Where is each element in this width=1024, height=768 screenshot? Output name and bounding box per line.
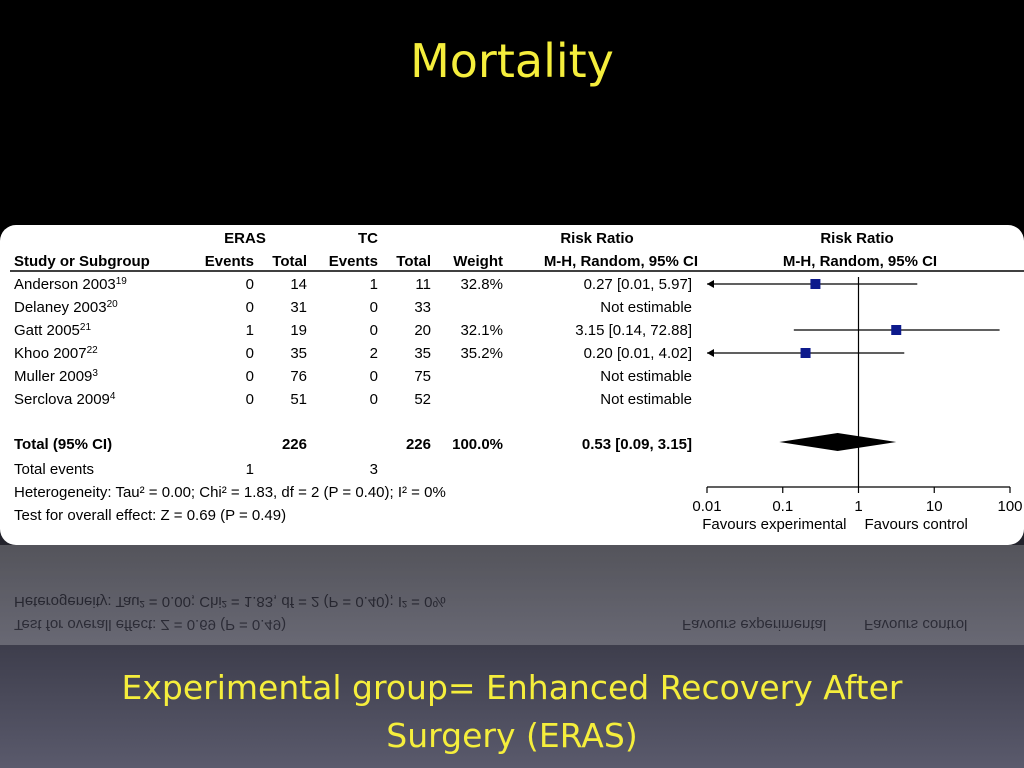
- header-method-plot: M-H, Random, 95% CI: [783, 253, 937, 270]
- reflection-heterogeneity: Heterogeneity: Tau² = 0.00; Chi² = 1.83,…: [14, 593, 446, 610]
- cell-ci-text: Not estimable: [600, 391, 692, 408]
- study-name: Gatt 200521: [14, 322, 91, 340]
- cell-ci-text: 0.20 [0.01, 4.02]: [584, 345, 692, 362]
- reflection-overall-effect: Test for overall effect: Z = 0.69 (P = 0…: [14, 616, 287, 633]
- cell-total-1: 14: [290, 276, 307, 293]
- cell-total-2: 52: [414, 391, 431, 408]
- header-study: Study or Subgroup: [14, 253, 150, 270]
- cell-total-1: 76: [290, 368, 307, 385]
- reflection-favours-left: Favours experimental: [682, 616, 827, 633]
- forest-plot-panel: ERAS TC Risk Ratio Risk Ratio Study or Subgr…: [0, 225, 1024, 545]
- x-tick-label: 0.1: [772, 498, 793, 515]
- cell-total-1: 19: [290, 322, 307, 339]
- cell-ci-text: 0.27 [0.01, 5.97]: [584, 276, 692, 293]
- reflection-favours-right: Favours control: [864, 616, 968, 633]
- x-tick-label: 10: [926, 498, 943, 515]
- cell-total-1: 35: [290, 345, 307, 362]
- header-total-2: Total: [396, 253, 431, 270]
- total-events-1: 1: [246, 461, 254, 478]
- cell-total-2: 75: [414, 368, 431, 385]
- caption-line-2: Surgery (ERAS): [386, 716, 638, 755]
- favours-experimental-label: Favours experimental: [702, 516, 846, 533]
- x-tick-label: 100: [997, 498, 1022, 515]
- header-events-2: Events: [329, 253, 378, 270]
- slide-title: Mortality: [410, 34, 614, 88]
- header-group1: ERAS: [224, 230, 266, 247]
- point-estimate-marker: [810, 279, 821, 289]
- header-weight: Weight: [453, 253, 503, 270]
- cell-ci-text: 3.15 [0.14, 72.88]: [575, 322, 692, 339]
- forest-plot-reflection: Test for overall effect: Z = 0.69 (P = 0…: [0, 545, 1024, 645]
- pooled-diamond: [779, 433, 897, 451]
- cell-ci-text: Not estimable: [600, 299, 692, 316]
- total-total-2: 226: [406, 436, 431, 453]
- header-total-1: Total: [272, 253, 307, 270]
- cell-events-2: 0: [370, 299, 378, 316]
- heterogeneity-text: Heterogeneity: Tau² = 0.00; Chi² = 1.83,…: [14, 484, 446, 501]
- cell-events-2: 2: [370, 345, 378, 362]
- slide-caption: Experimental group= Enhanced Recovery Af…: [0, 664, 1024, 760]
- overall-effect-text: Test for overall effect: Z = 0.69 (P = 0…: [14, 507, 286, 524]
- ci-arrow: [707, 349, 714, 357]
- study-name: Muller 20093: [14, 368, 98, 386]
- cell-total-1: 31: [290, 299, 307, 316]
- total-events-2: 3: [370, 461, 378, 478]
- cell-total-2: 11: [415, 276, 431, 293]
- cell-events-2: 0: [370, 322, 378, 339]
- study-name: Anderson 200319: [14, 276, 127, 294]
- study-name: Khoo 200722: [14, 345, 98, 363]
- cell-weight: 35.2%: [460, 345, 503, 362]
- cell-events-1: 1: [246, 322, 254, 339]
- x-tick-label: 0.01: [692, 498, 721, 515]
- header-risk-ratio-text: Risk Ratio: [560, 230, 633, 247]
- point-estimate-marker: [891, 325, 902, 335]
- cell-events-2: 0: [370, 368, 378, 385]
- cell-weight: 32.8%: [460, 276, 503, 293]
- cell-total-1: 51: [290, 391, 307, 408]
- ci-arrow: [707, 280, 714, 288]
- header-method-text: M-H, Random, 95% CI: [544, 253, 698, 270]
- cell-events-1: 0: [246, 345, 254, 362]
- total-weight: 100.0%: [452, 436, 503, 453]
- cell-total-2: 33: [414, 299, 431, 316]
- cell-events-1: 0: [246, 368, 254, 385]
- caption-line-1: Experimental group= Enhanced Recovery Af…: [121, 668, 903, 707]
- study-name: Serclova 20094: [14, 391, 116, 409]
- total-total-1: 226: [282, 436, 307, 453]
- cell-ci-text: Not estimable: [600, 368, 692, 385]
- study-name: Delaney 200320: [14, 299, 118, 317]
- cell-events-2: 0: [370, 391, 378, 408]
- total-events-label: Total events: [14, 461, 94, 478]
- total-label: Total (95% CI): [14, 436, 112, 453]
- cell-events-1: 0: [246, 299, 254, 316]
- cell-events-2: 1: [370, 276, 378, 293]
- point-estimate-marker: [800, 348, 811, 358]
- favours-control-label: Favours control: [865, 516, 968, 533]
- header-risk-ratio-plot: Risk Ratio: [820, 230, 893, 247]
- x-tick-label: 1: [854, 498, 862, 515]
- cell-total-2: 20: [414, 322, 431, 339]
- header-group2: TC: [358, 230, 378, 247]
- cell-weight: 32.1%: [460, 322, 503, 339]
- forest-plot: ERAS TC Risk Ratio Risk Ratio Study or Subgr…: [10, 230, 1024, 533]
- header-events-1: Events: [205, 253, 254, 270]
- cell-total-2: 35: [414, 345, 431, 362]
- total-ci-text: 0.53 [0.09, 3.15]: [582, 436, 692, 453]
- cell-events-1: 0: [246, 391, 254, 408]
- cell-events-1: 0: [246, 276, 254, 293]
